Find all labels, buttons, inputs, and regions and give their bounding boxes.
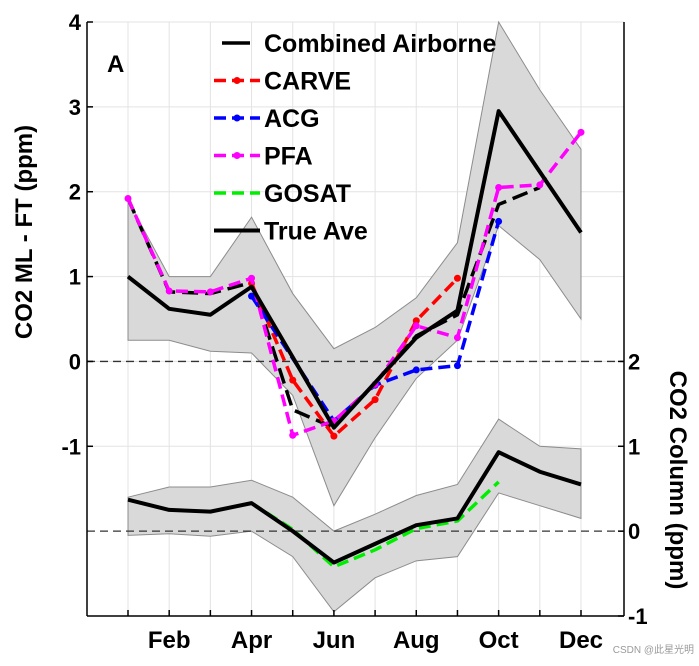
right-tick-label: 1 bbox=[628, 434, 640, 459]
left-tick-label: 1 bbox=[69, 265, 81, 290]
upper-series-pfa-point bbox=[165, 287, 173, 295]
upper-series-pfa-point bbox=[206, 288, 214, 296]
right-tick-label: 2 bbox=[628, 349, 640, 374]
upper-series-pfa-point bbox=[577, 128, 585, 136]
legend-marker-pfa bbox=[233, 152, 241, 159]
left-tick-label: 0 bbox=[69, 349, 81, 374]
upper-series-carve-point bbox=[453, 274, 461, 282]
upper-uncertainty-band bbox=[127, 20, 582, 507]
left-tick-label: 3 bbox=[69, 95, 81, 120]
data-series bbox=[124, 109, 585, 569]
upper-series-acg-point bbox=[248, 292, 256, 300]
right-tick-label: -1 bbox=[628, 604, 648, 629]
legend-entry-acg: ACG bbox=[214, 105, 320, 133]
watermark: CSDN @此星光明 bbox=[613, 643, 694, 656]
legend-marker-carve bbox=[233, 77, 241, 84]
legend-label: CARVE bbox=[264, 68, 351, 96]
legend-entry-carve: CARVE bbox=[214, 68, 351, 96]
legend-label: ACG bbox=[264, 105, 320, 133]
upper-series-pfa-point bbox=[453, 334, 461, 342]
panel-label: A bbox=[107, 51, 124, 78]
upper-series-pfa-point bbox=[289, 431, 297, 439]
left-tick-label: 4 bbox=[69, 10, 82, 35]
legend: Combined Airborne CARVE ACG PFA GOSAT True Av… bbox=[214, 30, 497, 246]
x-tick-label: Apr bbox=[231, 627, 272, 654]
legend-entry-pfa: PFA bbox=[214, 143, 313, 171]
upper-series-pfa-point bbox=[248, 274, 256, 282]
lower-series-true-ave-line bbox=[127, 450, 582, 565]
legend-label: True Ave bbox=[264, 218, 368, 246]
upper-series-carve-point bbox=[289, 376, 297, 384]
lower-uncertainty-band bbox=[127, 418, 582, 613]
right-tick-label: 0 bbox=[628, 519, 640, 544]
uncertainty-bands bbox=[127, 20, 582, 613]
upper-series-true-ave-line bbox=[126, 109, 583, 430]
upper-series-pfa-point bbox=[412, 322, 420, 330]
x-tick-label: Aug bbox=[393, 627, 440, 654]
right-axis-label: CO2 Column (ppm) bbox=[664, 371, 691, 590]
x-tick-label: Jun bbox=[313, 627, 356, 654]
legend-entry-gosat: GOSAT bbox=[214, 180, 351, 208]
x-tick-label: Oct bbox=[479, 627, 519, 654]
upper-series-acg-point bbox=[495, 217, 503, 225]
legend-label: GOSAT bbox=[264, 180, 351, 208]
upper-series-pfa-point bbox=[536, 181, 544, 189]
upper-series-pfa-point bbox=[495, 183, 503, 191]
lower-series-gosat-line bbox=[250, 480, 500, 569]
upper-series-carve-point bbox=[412, 317, 420, 325]
left-axis-label: CO2 ML - FT (ppm) bbox=[11, 125, 38, 339]
upper-series-carve-point bbox=[330, 432, 338, 440]
x-tick-label: Dec bbox=[559, 627, 603, 654]
upper-series-carve-point bbox=[371, 396, 379, 404]
axes bbox=[86, 21, 625, 617]
x-tick-label: Feb bbox=[148, 627, 191, 654]
upper-series-pfa-point bbox=[124, 195, 132, 203]
upper-series-acg-point bbox=[412, 366, 420, 374]
legend-label: PFA bbox=[264, 143, 313, 171]
legend-entry-combined-airborne: Combined Airborne bbox=[222, 30, 497, 58]
upper-series-acg-line bbox=[250, 220, 501, 423]
left-tick-label: 2 bbox=[69, 180, 81, 205]
legend-label: Combined Airborne bbox=[264, 30, 497, 58]
legend-entry-true-ave: True Ave bbox=[214, 218, 368, 246]
zero-reference-lines bbox=[87, 360, 624, 532]
upper-series-acg-point bbox=[453, 362, 461, 370]
tick-labels: 4 3 2 1 0 -1 2 1 0 -1 Feb Apr Jun Aug Oct Dec bbox=[61, 10, 647, 654]
left-tick-label: -1 bbox=[61, 434, 81, 459]
legend-marker-acg bbox=[233, 114, 241, 122]
upper-series-carve-line bbox=[249, 277, 459, 438]
